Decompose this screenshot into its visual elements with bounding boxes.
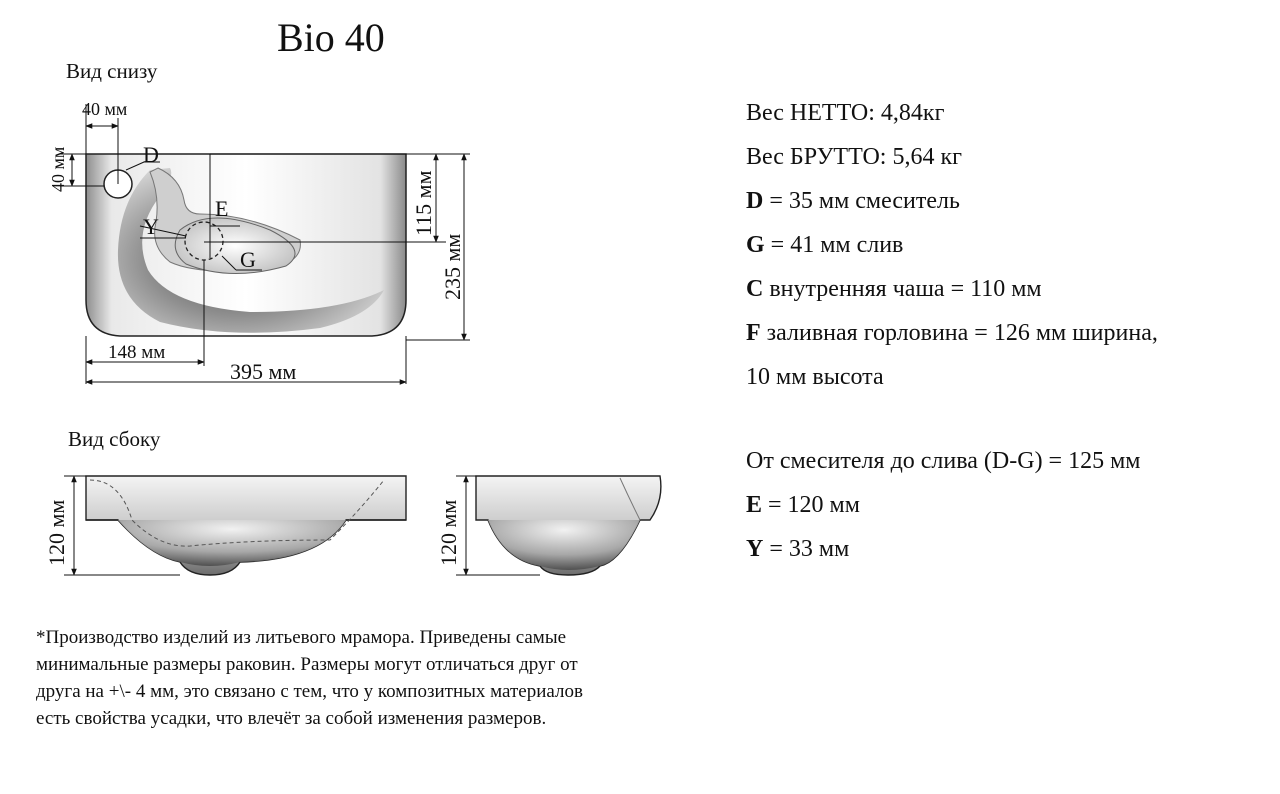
spec-e-text: = 120 мм: [762, 492, 860, 518]
spec-f-key: F: [746, 320, 761, 346]
footnote-line-3: друга на +\- 4 мм, это связано с тем, чт…: [36, 681, 583, 702]
sink-side-view-short: [475, 475, 662, 576]
dim-235: 235 мм: [440, 234, 465, 300]
product-title: Bio 40: [277, 15, 385, 60]
bottom-view-dimensions: [60, 104, 470, 385]
spec-c: C внутренняя чаша = 110 мм: [746, 274, 1042, 304]
dim-120-left: 120 мм: [44, 500, 69, 566]
spec-y: Y = 33 мм: [746, 534, 849, 564]
dim-120-right: 120 мм: [436, 500, 461, 566]
dim-395: 395 мм: [230, 359, 296, 384]
spec-net-weight: Вес НЕТТО: 4,84кг: [746, 100, 945, 126]
footnote-line-4: есть свойства усадки, что влечёт за собо…: [36, 708, 547, 729]
spec-gross-weight: Вес БРУТТО: 5,64 кг: [746, 144, 962, 170]
sink-side-view-long: [85, 475, 407, 576]
footnote: *Производство изделий из литьевого мрамо…: [36, 624, 736, 732]
side-view-label: Вид сбоку: [68, 427, 161, 451]
marker-d: D: [143, 142, 159, 167]
spec-e: E = 120 мм: [746, 490, 860, 520]
dim-40-left: 40 мм: [48, 147, 68, 192]
spec-d-key: D: [746, 188, 764, 214]
bottom-view-label: Вид снизу: [66, 59, 158, 83]
spec-e-key: E: [746, 492, 763, 518]
side-view-long-dimensions: [64, 475, 180, 576]
dim-115: 115 мм: [411, 170, 436, 236]
spec-c-key: C: [746, 276, 764, 302]
dim-40-top: 40 мм: [82, 99, 127, 119]
spec-f-height: 10 мм высота: [746, 364, 884, 390]
spec-g-key: G: [746, 232, 765, 258]
spec-g-text: = 41 мм слив: [764, 232, 904, 258]
marker-y: Y: [143, 214, 159, 239]
footnote-line-1: *Производство изделий из литьевого мрамо…: [36, 627, 567, 648]
marker-g: G: [240, 247, 256, 272]
spec-d: D = 35 мм смеситель: [746, 186, 960, 216]
marker-e: E: [215, 196, 228, 221]
spec-d-text: = 35 мм смеситель: [763, 188, 960, 214]
spec-f: F заливная горловина = 126 мм ширина,: [746, 318, 1158, 348]
spec-dg-distance: От смесителя до слива (D-G) = 125 мм: [746, 448, 1141, 474]
sink-bottom-view: [85, 153, 407, 337]
spec-y-text: = 33 мм: [763, 536, 850, 562]
dim-148: 148 мм: [108, 342, 165, 363]
side-view-short-dimensions: [456, 475, 540, 576]
footnote-line-2: минимальные размеры раковин. Размеры мог…: [36, 654, 578, 675]
spec-f-text: заливная горловина = 126 мм ширина,: [760, 320, 1158, 346]
spec-c-text: внутренняя чаша = 110 мм: [763, 276, 1042, 302]
spec-y-key: Y: [746, 536, 764, 562]
spec-g: G = 41 мм слив: [746, 230, 903, 260]
